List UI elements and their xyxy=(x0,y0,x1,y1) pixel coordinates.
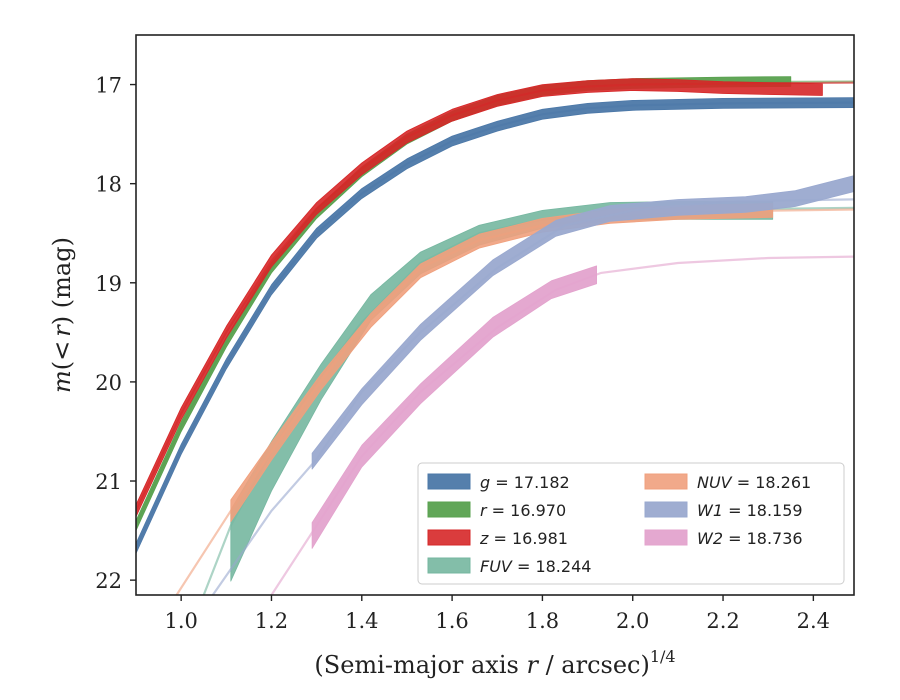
legend-label: W1 = 18.159 xyxy=(697,501,803,520)
legend-label: z = 16.981 xyxy=(479,529,568,548)
y-tick-label: 19 xyxy=(95,272,122,296)
series-g xyxy=(136,97,854,554)
legend: g = 17.182 r = 16.970 z = 16.981 FUV = 18.2… xyxy=(417,462,845,585)
x-tick-label: 1.8 xyxy=(526,609,559,633)
legend-frame xyxy=(417,462,845,585)
y-tick-label: 17 xyxy=(95,74,122,98)
series-layer xyxy=(136,76,854,595)
y-axis-title: m(<r) (mag) xyxy=(48,237,76,393)
legend-label: NUV = 18.261 xyxy=(697,473,811,492)
legend-label: r = 16.970 xyxy=(480,501,566,520)
legend-swatch xyxy=(644,473,688,490)
series-w1 xyxy=(211,175,854,595)
legend-item-g: g = 17.182 xyxy=(427,473,570,492)
series-w2 xyxy=(270,255,854,595)
data-band xyxy=(311,175,854,470)
legend-item-w2: W2 = 18.736 xyxy=(644,529,803,548)
x-tick-label: 1.2 xyxy=(255,609,288,633)
legend-swatch xyxy=(644,501,688,518)
plot-frame xyxy=(135,34,855,596)
y-axis: 17 18 19 20 21 22 xyxy=(95,74,136,593)
y-tick-label: 20 xyxy=(95,371,122,395)
x-axis: 1.0 1.2 1.4 1.6 1.8 2.0 2.2 2.4 xyxy=(164,595,830,633)
x-tick-label: 1.0 xyxy=(164,609,197,633)
data-band xyxy=(230,201,774,582)
x-tick-label: 1.4 xyxy=(345,609,378,633)
x-axis-title: (Semi-major axis r / arcsec)1/4 xyxy=(314,647,675,679)
legend-swatch xyxy=(427,557,471,574)
y-tick-label: 22 xyxy=(95,569,122,593)
legend-label: W2 = 18.736 xyxy=(697,529,803,548)
y-tick-label: 21 xyxy=(95,470,122,494)
legend-item-w1: W1 = 18.159 xyxy=(644,501,803,520)
data-band xyxy=(230,203,774,523)
series-z xyxy=(136,78,854,518)
x-tick-label: 2.2 xyxy=(706,609,739,633)
data-band xyxy=(136,97,854,554)
legend-item-z: z = 16.981 xyxy=(427,529,568,548)
legend-swatch xyxy=(427,473,471,490)
legend-swatch xyxy=(427,501,471,518)
legend-swatch xyxy=(427,529,471,546)
legend-label: g = 17.182 xyxy=(480,473,570,492)
x-tick-label: 1.6 xyxy=(435,609,468,633)
x-tick-label: 2.0 xyxy=(616,609,649,633)
x-tick-label: 2.4 xyxy=(797,609,830,633)
data-band xyxy=(136,78,823,518)
legend-item-fuv: FUV = 18.244 xyxy=(427,557,591,576)
legend-item-r: r = 16.970 xyxy=(427,501,566,520)
legend-label: FUV = 18.244 xyxy=(480,557,591,576)
data-band xyxy=(311,265,597,549)
y-tick-label: 18 xyxy=(95,173,122,197)
legend-swatch xyxy=(644,529,688,546)
legend-item-nuv: NUV = 18.261 xyxy=(644,473,811,492)
